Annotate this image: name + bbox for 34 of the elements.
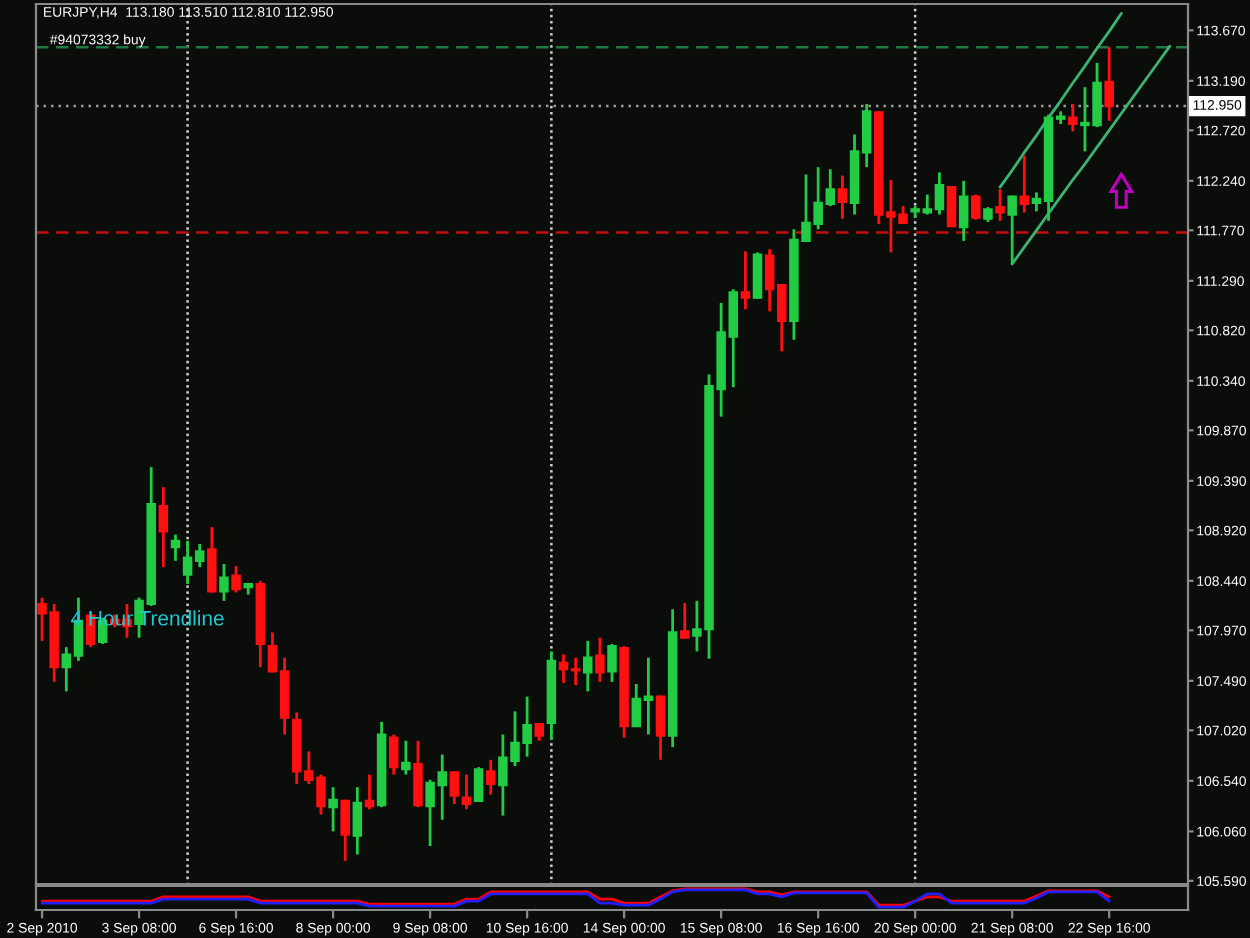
- candlestick: [680, 601, 690, 641]
- candlestick: [1019, 154, 1030, 214]
- candlestick: [352, 785, 363, 856]
- candlestick: [158, 485, 169, 569]
- candlestick: [340, 798, 350, 863]
- candlestick: [207, 525, 217, 594]
- candlestick: [364, 773, 375, 811]
- candlestick: [1007, 194, 1017, 266]
- candlestick: [995, 187, 1005, 223]
- candlestick: [461, 773, 472, 811]
- candlestick: [752, 251, 763, 301]
- candlestick: [595, 636, 605, 684]
- candlestick: [388, 733, 399, 776]
- candlestick: [328, 785, 338, 833]
- candlestick: [449, 769, 460, 806]
- candlestick: [583, 639, 593, 693]
- candlestick: [413, 739, 423, 809]
- candlestick: [1068, 102, 1078, 133]
- candlestick: [219, 562, 229, 603]
- line-series: [998, 12, 1123, 189]
- candlestick: [837, 174, 848, 221]
- candlestick: [655, 694, 666, 762]
- candlestick: [1104, 45, 1114, 123]
- candlestick: [958, 179, 969, 243]
- candlestick: [485, 758, 496, 796]
- candlestick: [971, 193, 981, 222]
- line-series: [1010, 44, 1172, 266]
- candlestick: [607, 642, 617, 684]
- candlestick: [231, 564, 241, 594]
- candlestick: [170, 533, 181, 563]
- candlestick: [946, 185, 957, 229]
- candlestick: [401, 739, 411, 776]
- candlestick: [740, 249, 751, 311]
- candlestick: [473, 765, 484, 804]
